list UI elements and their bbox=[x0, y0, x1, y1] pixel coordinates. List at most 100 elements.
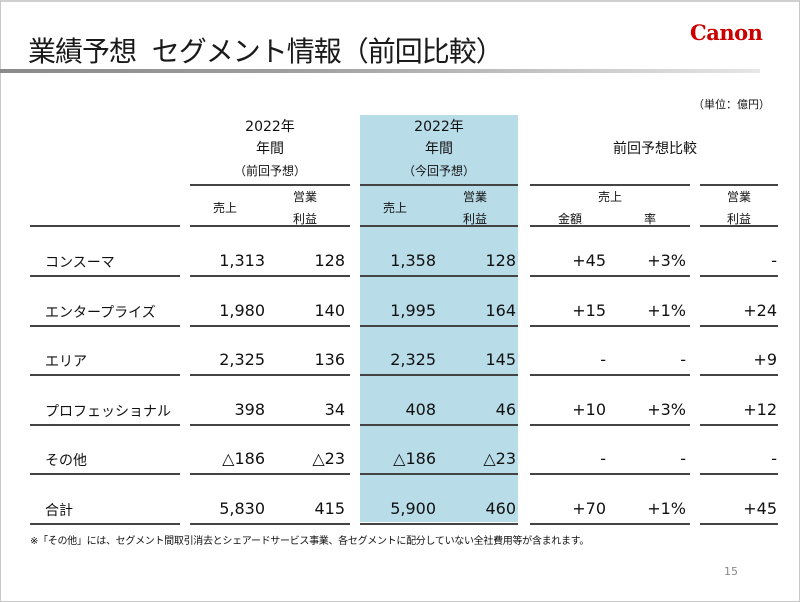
cell-diff-op: - bbox=[771, 449, 777, 468]
segment-label: エリア bbox=[45, 354, 87, 370]
cell-diff-rate: +3% bbox=[647, 251, 686, 270]
row-divider bbox=[360, 374, 518, 376]
segment-label: プロフェッショナル bbox=[45, 403, 171, 420]
compare-op-header: 営業 利益 bbox=[700, 186, 778, 230]
row-divider bbox=[360, 473, 518, 475]
compare-rate-header: 率 bbox=[643, 212, 656, 226]
row-divider bbox=[190, 374, 350, 376]
curr-note: （今回予想） bbox=[402, 164, 475, 178]
cell-curr-sales: 2,325 bbox=[390, 350, 436, 369]
row-divider bbox=[360, 522, 518, 525]
divider bbox=[700, 225, 778, 227]
divider bbox=[190, 225, 350, 227]
cell-prev-op: 136 bbox=[314, 350, 345, 369]
prev-year: 2022年 bbox=[245, 119, 295, 135]
cell-prev-sales: 2,325 bbox=[219, 350, 265, 369]
unit-label: （単位：億円） bbox=[693, 98, 770, 111]
cell-prev-op: △23 bbox=[312, 449, 345, 468]
cell-curr-sales: △186 bbox=[393, 449, 436, 468]
cell-prev-sales: 5,830 bbox=[219, 498, 265, 518]
curr-period: 年間 bbox=[425, 141, 453, 157]
row-divider bbox=[30, 473, 180, 475]
curr-forecast-header: 2022年 年間 （今回予想） bbox=[360, 116, 518, 182]
title-rule bbox=[0, 69, 760, 73]
cell-diff-op: +45 bbox=[743, 498, 777, 518]
row-divider bbox=[700, 423, 778, 426]
segment-label: 合計 bbox=[45, 502, 73, 519]
row-divider bbox=[530, 275, 690, 277]
footnote: ※「その他」には、セグメント間取引消去とシェアードサービス事業、各セグメントに配… bbox=[30, 536, 590, 547]
curr-op-header: 営業 利益 bbox=[440, 186, 510, 230]
row-divider bbox=[530, 473, 690, 475]
divider bbox=[360, 225, 518, 227]
current-forecast-highlight bbox=[360, 115, 518, 522]
cell-diff-amount: - bbox=[600, 449, 606, 468]
prev-op-line2: 利益 bbox=[292, 212, 317, 226]
divider bbox=[190, 184, 350, 186]
row-divider bbox=[700, 473, 778, 475]
prev-op-line1: 営業 bbox=[292, 190, 317, 204]
cell-diff-op: +9 bbox=[753, 350, 777, 369]
cell-diff-rate: +1% bbox=[647, 300, 686, 320]
prev-sales-header: 売上 bbox=[212, 201, 237, 215]
cell-curr-sales: 1,995 bbox=[390, 300, 436, 320]
cell-diff-op: +24 bbox=[743, 300, 777, 320]
divider bbox=[700, 184, 778, 186]
row-divider bbox=[700, 374, 778, 376]
row-divider bbox=[30, 374, 180, 376]
divider bbox=[530, 225, 690, 227]
canon-logo: Canon bbox=[690, 20, 763, 45]
segment-label: エンタープライズ bbox=[45, 304, 156, 321]
cell-prev-sales: 1,313 bbox=[219, 251, 265, 270]
cell-curr-op: △23 bbox=[483, 449, 516, 468]
curr-year: 2022年 bbox=[414, 119, 464, 135]
cell-curr-sales: 408 bbox=[405, 399, 436, 419]
row-divider bbox=[700, 522, 778, 525]
row-divider bbox=[30, 423, 180, 426]
row-divider bbox=[190, 324, 350, 327]
cell-diff-rate: - bbox=[680, 449, 686, 468]
prev-period: 年間 bbox=[256, 141, 284, 157]
curr-op-line2: 利益 bbox=[462, 212, 487, 226]
row-divider bbox=[530, 423, 690, 426]
cell-prev-op: 140 bbox=[314, 300, 345, 320]
cell-prev-sales: 398 bbox=[234, 399, 265, 419]
divider bbox=[30, 225, 180, 227]
compare-op-line1: 営業 bbox=[726, 190, 751, 204]
cell-prev-op: 415 bbox=[314, 498, 345, 518]
row-divider bbox=[530, 374, 690, 376]
compare-op-line2: 利益 bbox=[726, 212, 751, 226]
prev-op-header: 営業 利益 bbox=[270, 186, 340, 230]
row-divider bbox=[190, 275, 350, 277]
cell-curr-op: 46 bbox=[495, 399, 516, 419]
row-divider bbox=[30, 275, 180, 277]
page-title: 業績予想 セグメント情報（前回比較） bbox=[28, 35, 504, 68]
prev-note: （前回予想） bbox=[233, 164, 306, 178]
cell-curr-op: 128 bbox=[485, 251, 516, 270]
divider bbox=[360, 184, 518, 186]
row-divider bbox=[530, 324, 690, 327]
compare-sales-header: 売上 bbox=[597, 190, 622, 204]
segment-label: その他 bbox=[45, 453, 87, 469]
cell-diff-amount: +10 bbox=[572, 399, 606, 419]
cell-curr-sales: 1,358 bbox=[390, 251, 436, 270]
cell-prev-op: 128 bbox=[314, 251, 345, 270]
cell-prev-op: 34 bbox=[324, 399, 345, 419]
cell-diff-op: - bbox=[771, 251, 777, 270]
prev-forecast-header: 2022年 年間 （前回予想） bbox=[190, 116, 350, 182]
row-divider bbox=[360, 275, 518, 277]
row-divider bbox=[700, 275, 778, 277]
cell-curr-op: 145 bbox=[485, 350, 516, 369]
cell-diff-rate: +3% bbox=[647, 399, 686, 419]
cell-prev-sales: △186 bbox=[222, 449, 265, 468]
row-divider bbox=[30, 522, 180, 525]
row-divider bbox=[190, 423, 350, 426]
row-divider bbox=[190, 473, 350, 475]
curr-sales-header: 売上 bbox=[382, 201, 407, 215]
compare-header: 前回予想比較 bbox=[613, 141, 697, 157]
cell-diff-amount: +45 bbox=[572, 251, 606, 270]
cell-diff-op: +12 bbox=[743, 399, 777, 419]
row-divider bbox=[190, 522, 350, 525]
cell-diff-amount: +70 bbox=[572, 498, 606, 518]
row-divider bbox=[530, 522, 690, 525]
